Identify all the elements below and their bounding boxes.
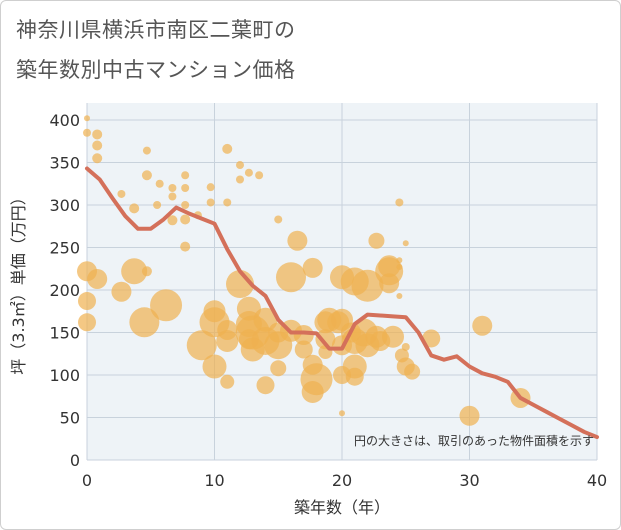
data-point	[315, 329, 336, 350]
data-point	[339, 410, 345, 417]
data-point	[111, 281, 132, 302]
data-point	[217, 319, 238, 340]
data-point	[206, 183, 215, 192]
data-point	[129, 307, 160, 338]
data-point	[401, 342, 410, 351]
data-point	[92, 153, 103, 164]
data-point	[293, 325, 314, 346]
data-point	[302, 257, 323, 278]
chart-title-line1: 神奈川県横浜市南区二葉町の	[16, 18, 296, 42]
data-point	[220, 374, 235, 389]
data-point	[181, 201, 190, 209]
data-point	[153, 201, 162, 209]
data-point	[294, 340, 313, 359]
data-point	[181, 171, 190, 180]
data-point	[255, 171, 264, 180]
data-point	[206, 198, 215, 207]
data-point	[167, 215, 178, 226]
data-point	[404, 363, 421, 380]
data-point	[180, 241, 191, 252]
data-point	[222, 143, 233, 154]
data-point	[287, 230, 308, 251]
data-point	[345, 367, 364, 386]
y-tick-label: 200	[49, 281, 80, 300]
bubbles	[77, 115, 531, 426]
data-point	[396, 257, 403, 264]
data-point	[236, 175, 244, 184]
data-point	[181, 184, 190, 192]
data-point	[141, 170, 152, 181]
data-point	[141, 266, 152, 277]
y-tick-label: 400	[49, 111, 80, 130]
y-tick-label: 50	[60, 409, 80, 428]
data-point	[244, 168, 253, 177]
data-point	[87, 268, 108, 289]
x-tick-label: 20	[332, 471, 352, 490]
data-point	[155, 179, 164, 188]
data-point	[270, 360, 287, 377]
data-point	[78, 313, 96, 332]
x-tick-label: 0	[82, 471, 92, 490]
trend-line-group	[85, 166, 599, 440]
x-tick-label: 40	[587, 471, 607, 490]
data-point	[382, 325, 404, 348]
data-point	[78, 292, 96, 311]
x-tick-label: 10	[204, 471, 224, 490]
data-point	[276, 262, 306, 293]
y-tick-label: 150	[49, 324, 80, 343]
data-point	[129, 203, 140, 214]
data-point	[256, 376, 275, 395]
data-point	[83, 128, 91, 137]
data-point	[368, 232, 385, 249]
data-point	[92, 140, 103, 151]
chart-title-line2: 築年数別中古マンション価格	[16, 58, 296, 82]
y-tick-label: 0	[70, 451, 80, 470]
data-point	[180, 214, 191, 225]
data-point	[395, 198, 404, 207]
data-point	[202, 354, 227, 379]
data-point	[396, 292, 403, 299]
data-point	[92, 129, 103, 140]
y-tick-label: 350	[49, 154, 80, 173]
y-tick-label: 100	[49, 366, 80, 385]
data-point	[274, 215, 283, 224]
x-axis-label: 築年数（年）	[294, 498, 390, 517]
tick-labels: 0 50 100 150 200 250 300 350 400 0 10 20 30 40	[49, 111, 607, 490]
y-tick-label: 300	[49, 196, 80, 215]
x-tick-label: 30	[459, 471, 479, 490]
data-point	[186, 330, 217, 361]
data-point	[117, 189, 126, 198]
data-point	[223, 198, 232, 207]
data-point	[121, 258, 148, 285]
data-point	[396, 264, 403, 271]
data-point	[379, 273, 400, 294]
y-axis-label: 坪（3.3㎡）単価（万円）	[9, 189, 28, 374]
trend-line	[85, 166, 599, 440]
data-point	[422, 329, 441, 348]
data-point	[150, 289, 183, 322]
y-tick-label: 250	[49, 239, 80, 258]
annotation: 円の大きさは、取引のあった物件面積を示す	[354, 433, 594, 448]
data-point	[351, 269, 384, 302]
data-point	[142, 146, 151, 155]
data-point	[168, 192, 177, 201]
data-point	[236, 161, 244, 170]
data-point	[402, 240, 409, 247]
data-point	[459, 405, 480, 426]
data-point	[472, 315, 493, 336]
data-point	[300, 363, 333, 396]
data-point	[168, 184, 177, 192]
data-point	[84, 115, 90, 122]
